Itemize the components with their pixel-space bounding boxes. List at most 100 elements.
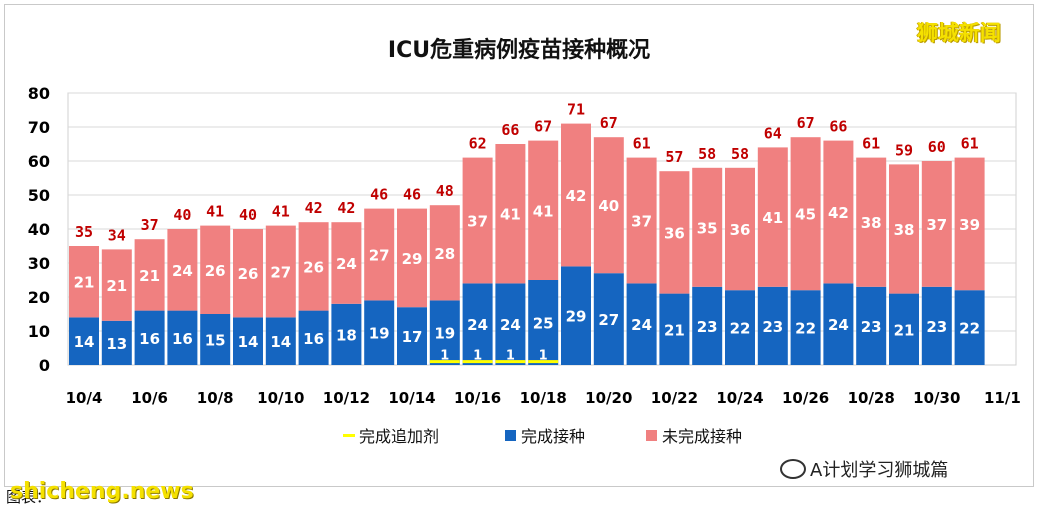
not-completed-data-label: 41 [762, 209, 783, 227]
y-tick-label: 60 [28, 152, 50, 171]
bar-completed [134, 310, 165, 365]
total-data-label: 71 [567, 101, 585, 119]
total-data-label: 58 [731, 145, 749, 163]
bar-completed [725, 290, 755, 365]
completed-data-label: 23 [926, 318, 947, 336]
completed-data-label: 27 [598, 311, 619, 329]
x-tick-label: 10/24 [716, 389, 763, 407]
not-completed-data-label: 35 [697, 219, 718, 237]
not-completed-data-label: 39 [959, 216, 980, 234]
bar-not-completed [659, 171, 690, 294]
total-data-label: 61 [862, 135, 880, 153]
bar-not-completed [495, 144, 526, 284]
not-completed-data-label: 36 [730, 221, 751, 239]
bar-not-completed [889, 164, 919, 294]
not-completed-data-label: 45 [795, 206, 816, 224]
bar-completed [101, 320, 132, 365]
y-tick-label: 30 [28, 254, 50, 273]
bar-completed [889, 293, 919, 365]
total-data-label: 67 [534, 118, 552, 136]
completed-data-label: 21 [664, 321, 685, 339]
y-tick-label: 80 [28, 84, 50, 103]
bar-completed [856, 286, 887, 365]
bar-not-completed [528, 140, 559, 280]
bar-not-completed [921, 161, 952, 287]
total-data-label: 60 [928, 138, 946, 156]
bar-completed [692, 286, 723, 365]
completed-data-label: 16 [303, 330, 324, 348]
booster-data-label: 1 [539, 349, 548, 364]
bar-not-completed [593, 137, 624, 274]
y-tick-label: 40 [28, 220, 50, 239]
not-completed-data-label: 42 [566, 187, 587, 205]
bar-not-completed [757, 147, 788, 287]
bar-not-completed [856, 157, 887, 287]
x-tick-label: 10/6 [131, 389, 168, 407]
bar-completed [298, 310, 329, 365]
booster-data-label: 1 [473, 349, 482, 364]
total-data-label: 58 [698, 145, 716, 163]
x-tick-label: 10/26 [782, 389, 829, 407]
completed-data-label: 14 [74, 333, 95, 351]
bar-not-completed [626, 157, 657, 284]
x-tick-label: 10/10 [257, 389, 304, 407]
wechat-account: A计划学习狮城篇 [780, 456, 948, 482]
total-data-label: 37 [141, 216, 159, 234]
total-data-label: 42 [337, 199, 355, 217]
bar-not-completed [790, 137, 821, 291]
bar-not-completed [200, 225, 231, 314]
bars: 1421351321341621371624401526411426401427… [69, 101, 985, 365]
completed-data-label: 25 [533, 315, 554, 333]
bar-not-completed [167, 229, 198, 311]
not-completed-data-label: 41 [533, 202, 554, 220]
not-completed-data-label: 36 [664, 224, 685, 242]
not-completed-data-label: 40 [598, 197, 619, 215]
total-data-label: 62 [469, 135, 487, 153]
legend: 完成追加剂 完成接种 未完成接种 [343, 427, 742, 446]
bar-not-completed [429, 205, 460, 301]
total-data-label: 35 [75, 223, 93, 241]
total-data-label: 61 [633, 135, 651, 153]
completed-data-label: 22 [730, 320, 751, 338]
completed-data-label: 16 [172, 330, 193, 348]
bar-completed [429, 300, 460, 365]
x-tick-label: 10/30 [913, 389, 960, 407]
booster-data-label: 1 [440, 349, 449, 364]
x-tick-label: 10/4 [66, 389, 103, 407]
total-data-label: 66 [501, 121, 519, 139]
not-completed-data-label: 28 [434, 245, 455, 263]
x-tick-label: 10/14 [388, 389, 435, 407]
not-completed-data-label: 42 [828, 204, 849, 222]
bar-completed [331, 303, 362, 365]
bar-completed [954, 290, 985, 365]
not-completed-data-label: 29 [402, 250, 423, 268]
total-data-label: 48 [436, 182, 454, 200]
y-tick-label: 50 [28, 186, 50, 205]
completed-data-label: 23 [697, 318, 718, 336]
total-data-label: 59 [895, 141, 913, 159]
total-data-label: 40 [239, 206, 257, 224]
bar-booster [462, 360, 493, 364]
wechat-label: A计划学习狮城篇 [810, 460, 949, 481]
not-completed-data-label: 21 [139, 267, 160, 285]
total-data-label: 46 [370, 186, 388, 204]
y-tick-label: 10 [28, 322, 50, 341]
completed-data-label: 22 [795, 320, 816, 338]
bar-completed [659, 293, 690, 365]
total-data-label: 61 [961, 135, 979, 153]
bar-completed [561, 266, 591, 365]
not-completed-data-label: 37 [467, 213, 488, 231]
x-tick-label: 10/12 [323, 389, 370, 407]
y-tick-label: 70 [28, 118, 50, 137]
bar-booster [495, 360, 526, 364]
bar-not-completed [823, 140, 854, 284]
completed-data-label: 21 [894, 321, 915, 339]
completed-data-label: 17 [402, 328, 423, 346]
x-tick-label: 10/22 [651, 389, 698, 407]
not-completed-data-label: 24 [172, 262, 193, 280]
bar-not-completed [725, 167, 755, 291]
x-tick-label: 10/16 [454, 389, 501, 407]
x-axis-ticks: 10/4 10/6 10/8 10/10 10/12 10/14 10/16 10/18 10/… [66, 389, 1021, 407]
bar-not-completed [692, 167, 723, 287]
total-data-label: 67 [600, 114, 618, 132]
